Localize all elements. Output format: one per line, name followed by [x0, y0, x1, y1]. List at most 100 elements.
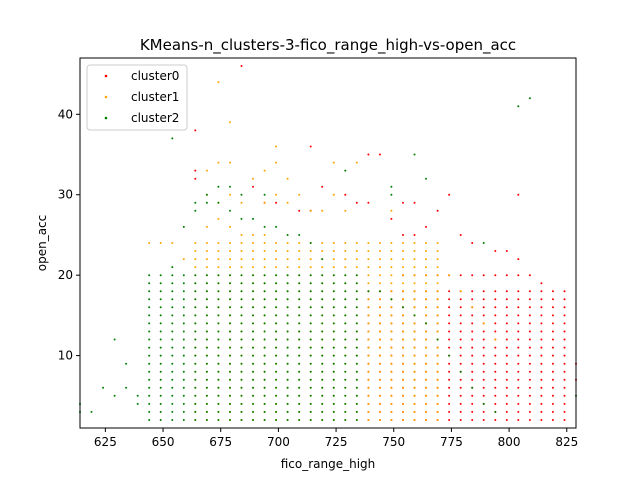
data-point: [321, 274, 324, 277]
data-point: [275, 314, 278, 317]
data-point: [240, 370, 243, 373]
data-point: [378, 306, 381, 309]
data-point: [321, 242, 324, 244]
data-point: [459, 234, 462, 236]
data-point: [159, 282, 162, 285]
data-point: [528, 97, 531, 100]
data-point: [286, 274, 289, 277]
data-point: [482, 386, 485, 389]
data-point: [413, 242, 416, 244]
data-point: [494, 386, 497, 389]
data-point: [263, 362, 266, 365]
data-point: [505, 410, 508, 413]
data-point: [482, 242, 485, 244]
data-point: [436, 330, 439, 333]
data-point: [413, 362, 416, 365]
data-point: [471, 346, 474, 349]
data-point: [528, 378, 531, 381]
data-point: [378, 153, 381, 156]
x-tick-label: 675: [209, 435, 232, 449]
data-point: [482, 419, 485, 421]
data-point: [182, 314, 185, 317]
data-point: [517, 290, 520, 293]
data-point: [517, 354, 520, 357]
data-point: [367, 306, 370, 309]
data-point: [205, 330, 208, 333]
data-point: [263, 274, 266, 277]
data-point: [425, 266, 427, 269]
data-point: [355, 290, 358, 293]
data-point: [240, 258, 243, 261]
data-point: [182, 258, 185, 261]
data-point: [332, 242, 335, 244]
data-point: [413, 419, 416, 421]
data-point: [482, 378, 485, 381]
data-point: [205, 322, 208, 325]
data-point: [159, 322, 162, 325]
data-point: [148, 298, 151, 301]
data-point: [436, 282, 439, 285]
data-point: [240, 322, 243, 325]
data-point: [355, 161, 358, 164]
data-point: [240, 201, 243, 204]
data-point: [344, 386, 347, 389]
data-point: [355, 410, 358, 413]
x-tick-label: 650: [152, 435, 175, 449]
data-point: [540, 346, 543, 349]
data-point: [332, 386, 335, 389]
data-point: [471, 306, 474, 309]
data-point: [229, 225, 231, 228]
data-point: [413, 266, 416, 269]
data-point: [217, 362, 220, 365]
data-point: [540, 290, 543, 293]
data-point: [517, 338, 520, 341]
data-point: [448, 394, 451, 397]
data-point: [309, 266, 312, 269]
data-point: [205, 346, 208, 349]
data-point: [298, 266, 301, 269]
data-point: [194, 378, 197, 381]
data-point: [194, 274, 197, 277]
data-point: [344, 242, 347, 244]
data-point: [436, 298, 439, 301]
data-point: [402, 322, 404, 325]
data-point: [390, 378, 393, 381]
data-point: [436, 386, 439, 389]
data-point: [332, 274, 335, 277]
data-point: [448, 346, 451, 349]
data-point: [252, 410, 254, 413]
data-point: [448, 362, 451, 365]
data-point: [229, 193, 231, 196]
data-point: [275, 362, 278, 365]
data-point: [540, 402, 543, 405]
data-point: [459, 370, 462, 373]
data-point: [551, 314, 554, 317]
data-point: [425, 419, 427, 421]
data-point: [286, 322, 289, 325]
data-point: [252, 217, 254, 220]
data-point: [436, 346, 439, 349]
data-point: [563, 290, 566, 293]
data-point: [159, 346, 162, 349]
data-point: [471, 370, 474, 373]
data-point: [217, 322, 220, 325]
data-point: [367, 314, 370, 317]
data-point: [332, 290, 335, 293]
data-point: [390, 185, 393, 188]
data-point: [171, 330, 174, 333]
data-point: [182, 322, 185, 325]
x-axis-label: fico_range_high: [281, 457, 376, 471]
data-point: [367, 362, 370, 365]
data-point: [425, 225, 427, 228]
data-point: [344, 338, 347, 341]
data-point: [205, 410, 208, 413]
data-point: [402, 274, 404, 277]
data-point: [551, 298, 554, 301]
data-point: [413, 378, 416, 381]
data-point: [217, 378, 220, 381]
data-point: [148, 402, 151, 405]
data-point: [540, 338, 543, 341]
data-point: [332, 362, 335, 365]
data-point: [252, 386, 254, 389]
data-point: [413, 354, 416, 357]
